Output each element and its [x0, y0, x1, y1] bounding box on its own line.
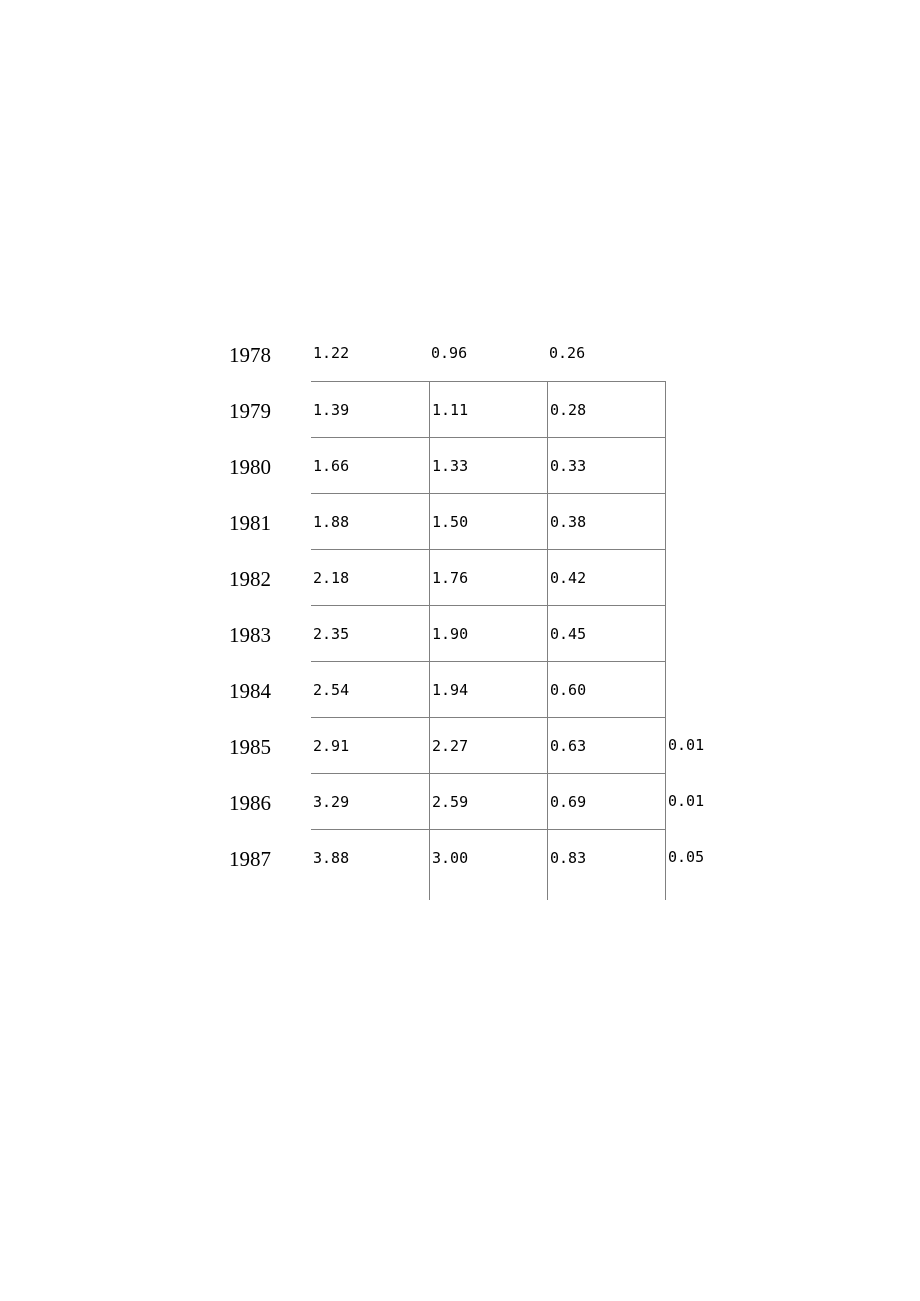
year-cell: 1982 — [229, 563, 311, 592]
data-cell-col2: 1.33 — [429, 437, 547, 493]
data-cell-col1: 2.91 — [311, 717, 429, 773]
year-cell: 1986 — [229, 787, 311, 816]
data-cell-col3: 0.45 — [547, 605, 665, 661]
data-cell-col4: 0.05 — [665, 829, 745, 885]
data-cell-col3: 0.69 — [547, 773, 665, 829]
data-cell-col3: 0.63 — [547, 717, 665, 773]
data-cell-col4 — [665, 437, 745, 493]
table-row: 1979 1.39 1.11 0.28 — [229, 381, 799, 437]
data-cell-col3: 0.33 — [547, 437, 665, 493]
data-cell-col2: 1.76 — [429, 549, 547, 605]
data-cell-col3: 0.28 — [547, 381, 665, 437]
data-cell-col2: 1.94 — [429, 661, 547, 717]
data-cell-col4 — [665, 661, 745, 717]
data-cell-col1: 1.39 — [311, 381, 429, 437]
data-cell-col2: 2.27 — [429, 717, 547, 773]
table-row: 1987 3.88 3.00 0.83 0.05 — [229, 829, 799, 885]
data-cell-col1: 1.22 — [311, 325, 429, 381]
table-row: 1986 3.29 2.59 0.69 0.01 — [229, 773, 799, 829]
year-cell: 1980 — [229, 451, 311, 480]
data-cell-col4 — [665, 549, 745, 605]
data-cell-col2: 2.59 — [429, 773, 547, 829]
data-cell-col1: 1.66 — [311, 437, 429, 493]
table-row: 1981 1.88 1.50 0.38 — [229, 493, 799, 549]
data-cell-col2: 1.90 — [429, 605, 547, 661]
year-cell: 1979 — [229, 395, 311, 424]
year-cell: 1978 — [229, 339, 311, 368]
data-table: 1978 1.22 0.96 0.26 1979 1.39 1.11 0.28 … — [229, 325, 799, 885]
data-cell-col1: 2.54 — [311, 661, 429, 717]
data-cell-col2: 3.00 — [429, 829, 547, 885]
data-cell-col1: 2.35 — [311, 605, 429, 661]
table-row: 1985 2.91 2.27 0.63 0.01 — [229, 717, 799, 773]
data-cell-col2: 0.96 — [429, 325, 547, 381]
data-cell-col1: 3.88 — [311, 829, 429, 885]
table-row: 1983 2.35 1.90 0.45 — [229, 605, 799, 661]
table-row: 1980 1.66 1.33 0.33 — [229, 437, 799, 493]
data-cell-col4: 0.01 — [665, 773, 745, 829]
table-row: 1984 2.54 1.94 0.60 — [229, 661, 799, 717]
data-cell-col1: 3.29 — [311, 773, 429, 829]
data-cell-col4 — [665, 381, 745, 437]
data-cell-col1: 1.88 — [311, 493, 429, 549]
year-cell: 1984 — [229, 675, 311, 704]
table-row: 1982 2.18 1.76 0.42 — [229, 549, 799, 605]
data-cell-col4: 0.01 — [665, 717, 745, 773]
data-cell-col3: 0.60 — [547, 661, 665, 717]
data-cell-col4 — [665, 325, 745, 381]
table-row: 1978 1.22 0.96 0.26 — [229, 325, 799, 381]
year-cell: 1981 — [229, 507, 311, 536]
data-cell-col3: 0.26 — [547, 325, 665, 381]
data-cell-col4 — [665, 605, 745, 661]
data-cell-col3: 0.38 — [547, 493, 665, 549]
data-cell-col1: 2.18 — [311, 549, 429, 605]
data-cell-col3: 0.83 — [547, 829, 665, 885]
data-cell-col2: 1.11 — [429, 381, 547, 437]
data-cell-col2: 1.50 — [429, 493, 547, 549]
year-cell: 1987 — [229, 843, 311, 872]
year-cell: 1985 — [229, 731, 311, 760]
data-cell-col4 — [665, 493, 745, 549]
year-cell: 1983 — [229, 619, 311, 648]
data-cell-col3: 0.42 — [547, 549, 665, 605]
